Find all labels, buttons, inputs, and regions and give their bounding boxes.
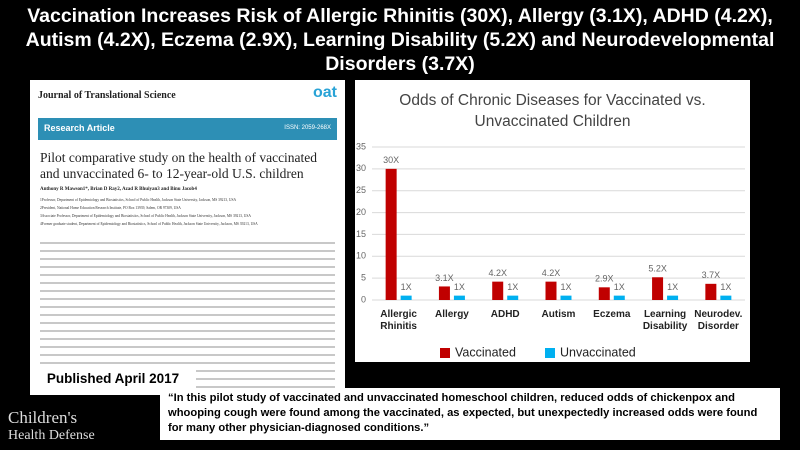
x-tick-label: Eczema — [593, 309, 631, 320]
chart-title: Odds of Chronic Diseases for Vaccinated … — [399, 92, 706, 130]
x-tick-label: Allergy — [434, 309, 469, 320]
publisher-logo: oat — [313, 84, 337, 101]
section-band — [38, 118, 337, 140]
value-label: 4.2X — [542, 268, 561, 278]
x-tick-label: Autism — [541, 309, 576, 320]
paper-title: Pilot comparative study on the health of… — [40, 150, 318, 181]
x-tick-label: Learning Disability — [642, 309, 688, 332]
value-label: 3.7X — [702, 270, 721, 280]
y-tick-label: 10 — [356, 251, 366, 261]
bar — [598, 287, 610, 300]
bar — [705, 283, 717, 300]
legend-swatch — [545, 348, 555, 358]
value-label: 2.9X — [595, 274, 614, 284]
bar — [492, 281, 504, 300]
value-label: 1X — [720, 282, 731, 292]
bar — [545, 281, 557, 300]
x-tick-label: Allergic Rhinitis — [380, 309, 417, 332]
paper-image: Journal of Translational Science oat Res… — [30, 80, 345, 395]
issn: ISSN: 2059-268X — [284, 125, 331, 131]
legend-label: Unvaccinated — [560, 345, 636, 359]
affiliation: 4Former graduate student, Department of … — [40, 222, 258, 226]
legend-label: Vaccinated — [455, 345, 516, 359]
bar — [667, 295, 679, 300]
value-label: 3.1X — [435, 273, 454, 283]
value-label: 1X — [667, 282, 678, 292]
value-label: 1X — [401, 282, 412, 292]
y-tick-label: 5 — [361, 273, 366, 283]
value-label: 1X — [560, 282, 571, 292]
affiliation: 2President, National Home Education Rese… — [40, 206, 181, 210]
affiliations: 1Professor, Department of Epidemiology a… — [40, 196, 340, 228]
journal-name: Journal of Translational Science — [38, 90, 176, 101]
bar — [507, 295, 519, 300]
value-label: 1X — [454, 282, 465, 292]
bar — [385, 168, 397, 300]
chart-panel — [355, 80, 750, 362]
legend-swatch — [440, 348, 450, 358]
y-tick-label: 30 — [356, 163, 366, 173]
quote: “In this pilot study of vaccinated and u… — [160, 388, 780, 440]
abstract-text — [40, 238, 335, 388]
bar — [613, 295, 625, 300]
paper-authors: Anthony R Mawson1*, Brian D Ray2, Azad R… — [40, 187, 197, 192]
logo-text: Health Defense — [8, 428, 95, 443]
value-label: 5.2X — [648, 264, 667, 274]
logo-text: Children's — [8, 408, 78, 427]
value-label: 1X — [507, 282, 518, 292]
y-tick-label: 20 — [356, 207, 366, 217]
published-label: Published April 2017 — [30, 368, 196, 390]
bar — [720, 295, 732, 300]
x-tick-label: Neurodev. Disorder — [694, 309, 743, 332]
affiliation: 1Professor, Department of Epidemiology a… — [40, 198, 237, 202]
value-label: 1X — [614, 282, 625, 292]
bar — [560, 295, 572, 300]
y-tick-label: 15 — [356, 229, 366, 239]
section-label: Research Article — [44, 123, 115, 133]
bar — [400, 295, 412, 300]
bar — [652, 277, 664, 300]
y-tick-label: 35 — [356, 141, 366, 151]
y-tick-label: 0 — [361, 294, 366, 304]
x-tick-label: ADHD — [490, 309, 520, 320]
bar — [453, 295, 465, 300]
bar — [438, 286, 450, 300]
y-tick-label: 25 — [356, 185, 366, 195]
header-title: Vaccination Increases Risk of Allergic R… — [25, 5, 775, 75]
affiliation: 3Associate Professor, Department of Epid… — [40, 214, 251, 218]
value-label: 30X — [383, 155, 399, 165]
value-label: 4.2X — [488, 268, 507, 278]
